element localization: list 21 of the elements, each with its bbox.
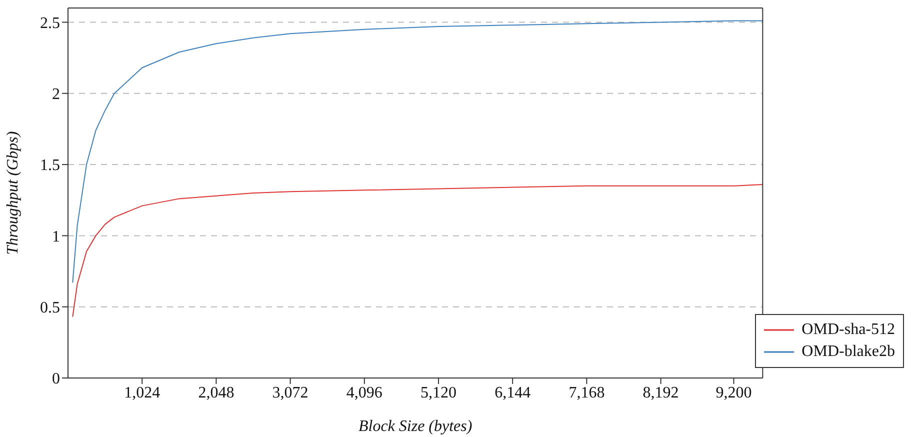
x-axis-title: Block Size (bytes) — [358, 418, 472, 435]
y-tick-label: 0 — [52, 370, 60, 388]
x-tick-label: 2,048 — [198, 384, 234, 402]
x-tick-label: 1,024 — [124, 384, 160, 402]
x-tick-label: 9,200 — [716, 384, 752, 402]
x-tick-label: 4,096 — [346, 384, 382, 402]
legend-label: OMD-sha-512 — [802, 320, 895, 340]
x-tick-label: 3,072 — [272, 384, 308, 402]
y-tick-label: 2 — [52, 86, 60, 104]
legend-label: OMD-blake2b — [802, 342, 895, 362]
y-axis-title: Throughput (Gbps) — [4, 131, 22, 255]
y-tick-label: 1 — [52, 228, 60, 246]
y-tick-label: 1.5 — [40, 157, 60, 174]
y-tick-label: 0.5 — [40, 300, 60, 317]
x-tick-label: 5,120 — [420, 384, 456, 402]
x-tick-label: 8,192 — [642, 384, 679, 402]
x-tick-label: 6,144 — [494, 384, 531, 402]
x-tick-label: 7,168 — [568, 384, 605, 402]
line-series — [72, 20, 763, 284]
y-tick-label: 2.5 — [40, 14, 60, 32]
line-series — [72, 184, 763, 318]
